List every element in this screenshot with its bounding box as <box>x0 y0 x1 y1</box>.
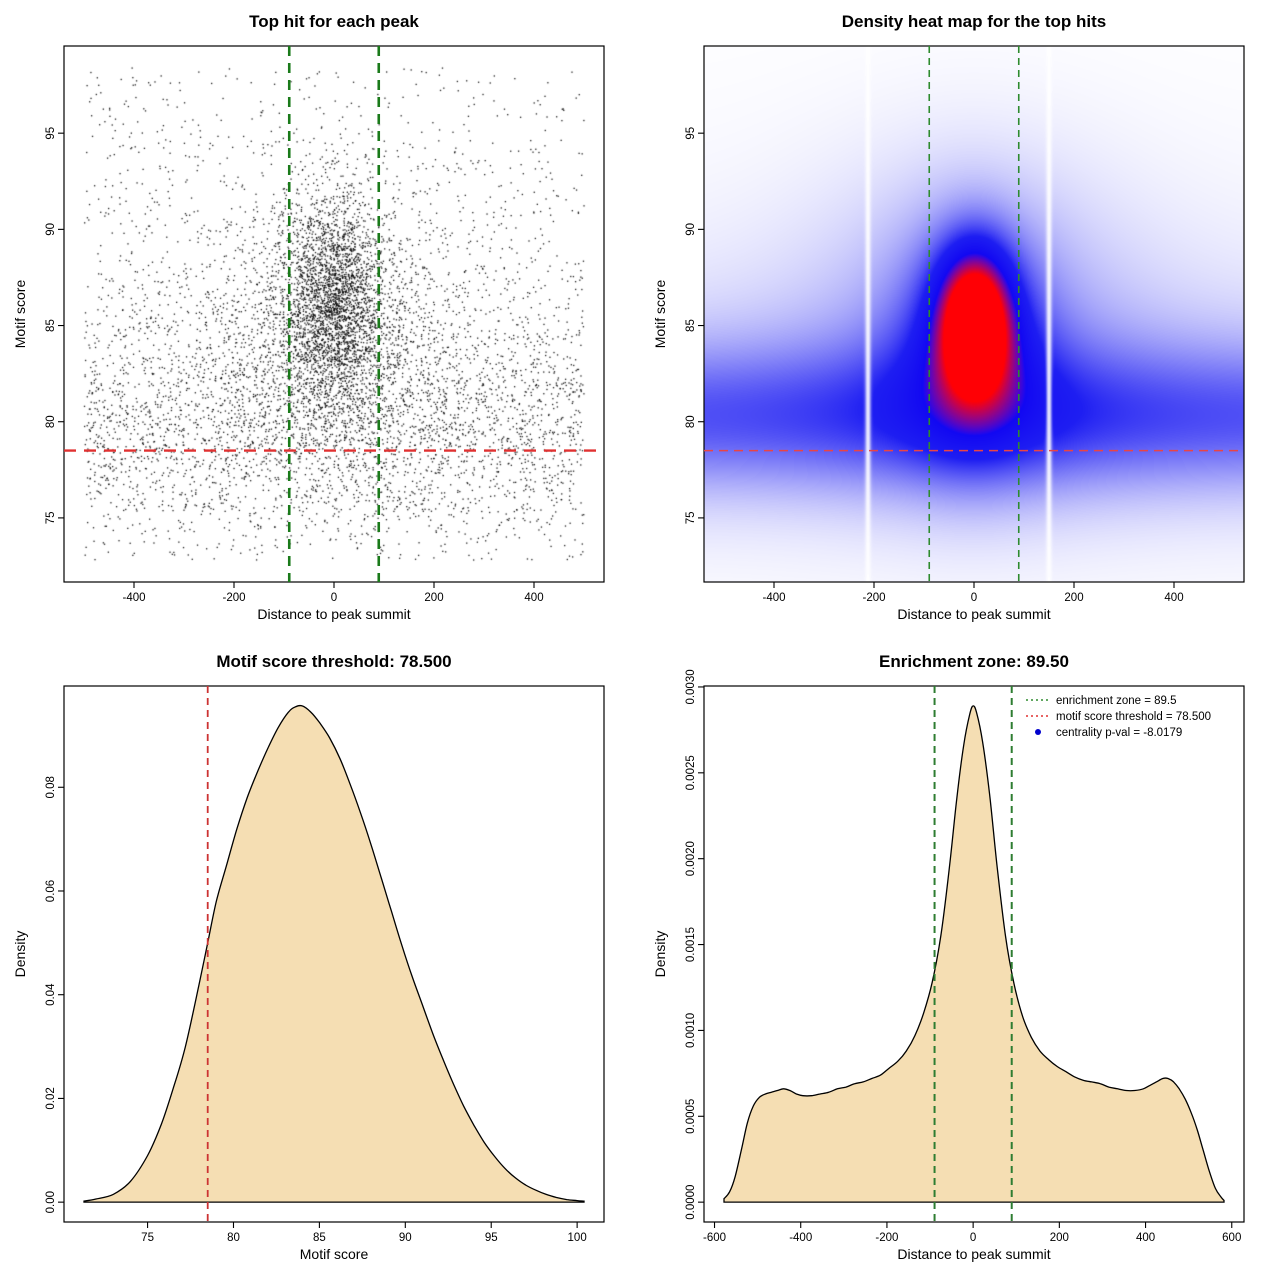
y-tick-label: 0.02 <box>45 1087 57 1109</box>
x-tick-label: 85 <box>313 1232 326 1244</box>
chart-title: Top hit for each peak <box>249 12 419 31</box>
x-tick-label: 90 <box>399 1232 412 1244</box>
y-tick-label: 0.00 <box>45 1191 57 1213</box>
x-tick-label: 400 <box>524 592 543 604</box>
x-tick-label: 200 <box>424 592 443 604</box>
panel-top-hit-scatter: Top hit for each peak -400 -200 0 200 400 75 8… <box>0 0 640 640</box>
legend-label: enrichment zone = 89.5 <box>1056 695 1177 707</box>
x-tick-label: -400 <box>762 592 785 604</box>
y-tick-label: 0.08 <box>45 776 57 798</box>
y-tick-label: 80 <box>45 415 57 428</box>
y-tick-label: 0.0000 <box>685 1185 697 1220</box>
x-tick-label: -600 <box>703 1232 726 1244</box>
chart-title: Enrichment zone: 89.50 <box>879 652 1069 671</box>
panel-motif-score-density: Motif score threshold: 78.500 75 80 85 90 95… <box>0 640 640 1280</box>
x-tick-label: -200 <box>222 592 245 604</box>
distance-density-plot: -600 -400 -200 0 200 400 600 0.0000 0.0005 0.0010… <box>685 669 1245 1244</box>
heatmap-canvas <box>704 46 1244 582</box>
scatter-axes-overlay: -400 -200 0 200 400 75 80 85 90 95 <box>45 45 605 604</box>
density-area <box>83 704 585 1203</box>
x-tick-label: 600 <box>1222 1232 1241 1244</box>
y-axis-label: Density <box>652 930 668 978</box>
x-tick-label: 0 <box>331 592 337 604</box>
y-tick-label: 85 <box>685 319 697 332</box>
y-axis-label: Motif score <box>12 279 28 349</box>
x-tick-label: 0 <box>971 592 977 604</box>
x-tick-label: 75 <box>141 1232 154 1244</box>
x-tick-label: 200 <box>1050 1232 1069 1244</box>
y-tick-label: 80 <box>685 415 697 428</box>
y-tick-label: 85 <box>45 319 57 332</box>
plot-box <box>63 685 605 1223</box>
legend-point-symbol <box>1035 729 1041 735</box>
scatter-points-canvas <box>64 46 604 582</box>
legend-label: motif score threshold = 78.500 <box>1056 711 1211 723</box>
x-tick-label: -200 <box>862 592 885 604</box>
x-axis-label: Distance to peak summit <box>257 606 411 622</box>
x-axis-label: Motif score <box>299 1246 369 1262</box>
x-axis-label: Distance to peak summit <box>897 606 1051 622</box>
y-axis-label: Density <box>12 930 28 978</box>
y-tick-label: 75 <box>45 512 57 525</box>
panel-density-heatmap: Density heat map for the top hits -400 -2… <box>640 0 1280 640</box>
x-tick-label: -200 <box>875 1232 898 1244</box>
y-tick-label: 0.0025 <box>685 755 697 790</box>
plot-box <box>703 45 1245 583</box>
x-tick-label: 95 <box>485 1232 498 1244</box>
plot-box <box>703 685 1245 1223</box>
x-tick-label: 400 <box>1136 1232 1155 1244</box>
y-tick-label: 0.0030 <box>685 669 697 704</box>
y-axis-label: Motif score <box>652 279 668 349</box>
x-tick-label: 100 <box>568 1232 587 1244</box>
y-tick-label: 0.0010 <box>685 1013 697 1048</box>
y-tick-label: 0.04 <box>45 983 57 1006</box>
y-tick-label: 90 <box>45 223 57 236</box>
legend-label: centrality p-val = -8.0179 <box>1056 727 1182 739</box>
chart-title: Density heat map for the top hits <box>841 12 1107 31</box>
y-tick-label: 95 <box>685 127 697 140</box>
x-axis-label: Distance to peak summit <box>897 1246 1051 1262</box>
y-tick-label: 0.0005 <box>685 1099 697 1134</box>
motif-density-plot: 75 80 85 90 95 100 0.00 0.02 0.04 0.06 0.08 <box>45 685 605 1244</box>
x-tick-label: 0 <box>970 1232 976 1244</box>
y-tick-label: 0.0015 <box>685 927 697 962</box>
y-tick-label: 0.06 <box>45 880 57 902</box>
plot-box <box>63 45 605 583</box>
x-tick-label: 200 <box>1064 592 1083 604</box>
y-tick-label: 95 <box>45 127 57 140</box>
x-tick-label: 400 <box>1164 592 1183 604</box>
density-area <box>723 705 1225 1203</box>
y-tick-label: 75 <box>685 512 697 525</box>
y-tick-label: 90 <box>685 223 697 236</box>
x-tick-label: 80 <box>227 1232 240 1244</box>
x-tick-label: -400 <box>789 1232 812 1244</box>
panel-distance-density: Enrichment zone: 89.50 -600 -400 -200 0 200 4… <box>640 640 1280 1280</box>
heatmap-axes-overlay: -400 -200 0 200 400 75 80 85 90 95 <box>685 45 1245 604</box>
y-tick-label: 0.0020 <box>685 841 697 876</box>
chart-title: Motif score threshold: 78.500 <box>216 652 452 671</box>
x-tick-label: -400 <box>122 592 145 604</box>
